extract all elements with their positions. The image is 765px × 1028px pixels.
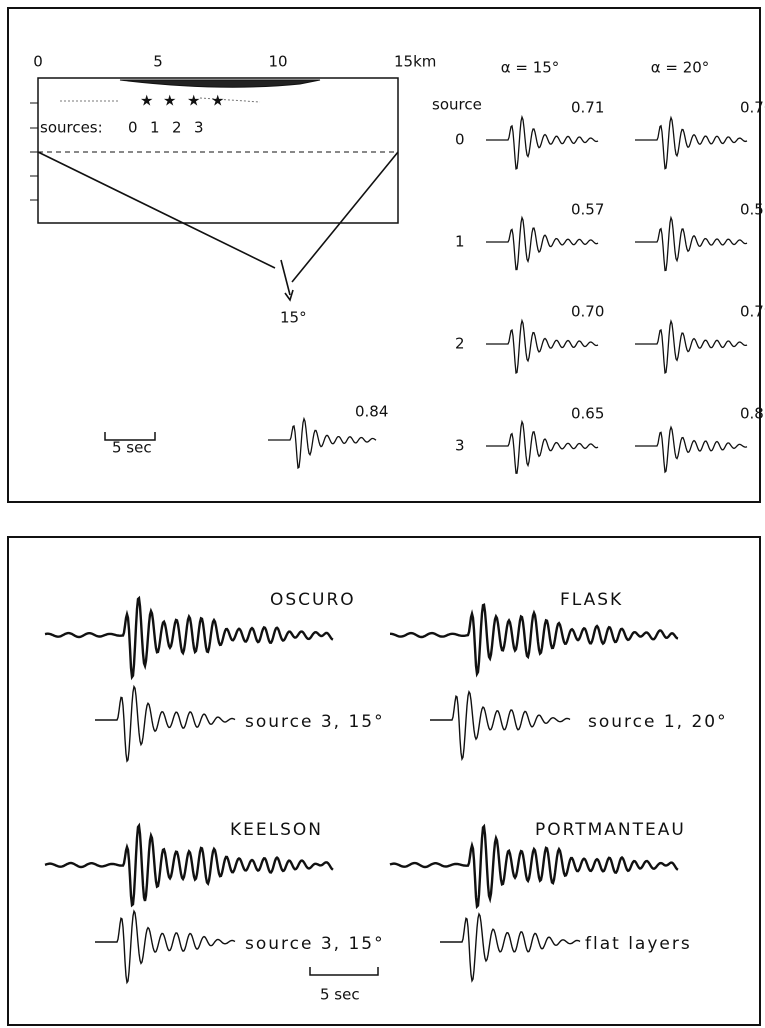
model-label: source 1, 20° <box>588 712 728 732</box>
waveform <box>389 823 679 910</box>
source-number: 1 <box>150 119 160 137</box>
correlation-value: 0.71 <box>571 99 604 117</box>
stars: ★ ★ ★ ★ <box>140 92 224 110</box>
source-number: 2 <box>172 119 182 137</box>
column-header: α = 15° <box>501 59 560 77</box>
correlation-value: 0.84 <box>355 403 388 421</box>
scale-label: 5 sec <box>320 986 360 1004</box>
waveform <box>486 419 599 474</box>
axis-label: 10 <box>268 53 287 71</box>
row-label: 2 <box>455 335 465 353</box>
correlation-value: 0.56 <box>740 201 765 219</box>
axis-label: 0 <box>33 53 43 71</box>
svg-text:★: ★ <box>187 92 200 110</box>
axis-label: 5 <box>153 53 163 71</box>
axis-label: 15km <box>394 53 436 71</box>
waveform <box>486 318 599 375</box>
waveform <box>390 603 679 678</box>
source-number: 3 <box>194 119 204 137</box>
correlation-value: 0.65 <box>571 405 604 423</box>
waveform <box>440 912 581 983</box>
row-label: 0 <box>455 131 465 149</box>
waveform <box>486 114 599 170</box>
waveform <box>635 425 748 474</box>
waveform <box>635 318 748 374</box>
correlation-value: 0.57 <box>571 201 604 219</box>
event-name: KEELSON <box>230 820 323 840</box>
correlation-value: 0.70 <box>571 303 604 321</box>
event-name: FLASK <box>560 590 623 610</box>
svg-text:★: ★ <box>140 92 153 110</box>
angle-label: 15° <box>280 309 307 327</box>
correlation-value: 0.70 <box>740 99 765 117</box>
column-header: α = 20° <box>651 59 710 77</box>
svg-text:★: ★ <box>163 92 176 110</box>
waveform <box>486 215 599 271</box>
waveform <box>44 595 334 681</box>
event-name: PORTMANTEAU <box>535 820 686 840</box>
waveform <box>635 115 748 170</box>
model-box <box>30 77 399 976</box>
waveform <box>268 416 377 470</box>
correlation-value: 0.86 <box>740 405 765 423</box>
waveform <box>95 909 236 985</box>
model-label: flat layers <box>585 934 692 954</box>
correlation-value: 0.79 <box>740 303 765 321</box>
source-number: 0 <box>128 119 138 137</box>
row-label: 1 <box>455 233 465 251</box>
model-label: source 3, 15° <box>245 934 385 954</box>
waveform <box>635 215 748 272</box>
model-label: source 3, 15° <box>245 712 385 732</box>
sources-label: sources: <box>40 119 103 137</box>
row-label: 3 <box>455 437 465 455</box>
scale-label: 5 sec <box>112 439 152 457</box>
waveform <box>95 684 236 763</box>
row-header: source <box>432 96 482 114</box>
bottom-panel-border <box>7 536 761 1026</box>
svg-text:★: ★ <box>211 92 224 110</box>
top-panel-border <box>7 7 761 503</box>
waveform <box>430 689 571 762</box>
event-name: OSCURO <box>270 590 356 610</box>
waveform <box>44 822 334 908</box>
